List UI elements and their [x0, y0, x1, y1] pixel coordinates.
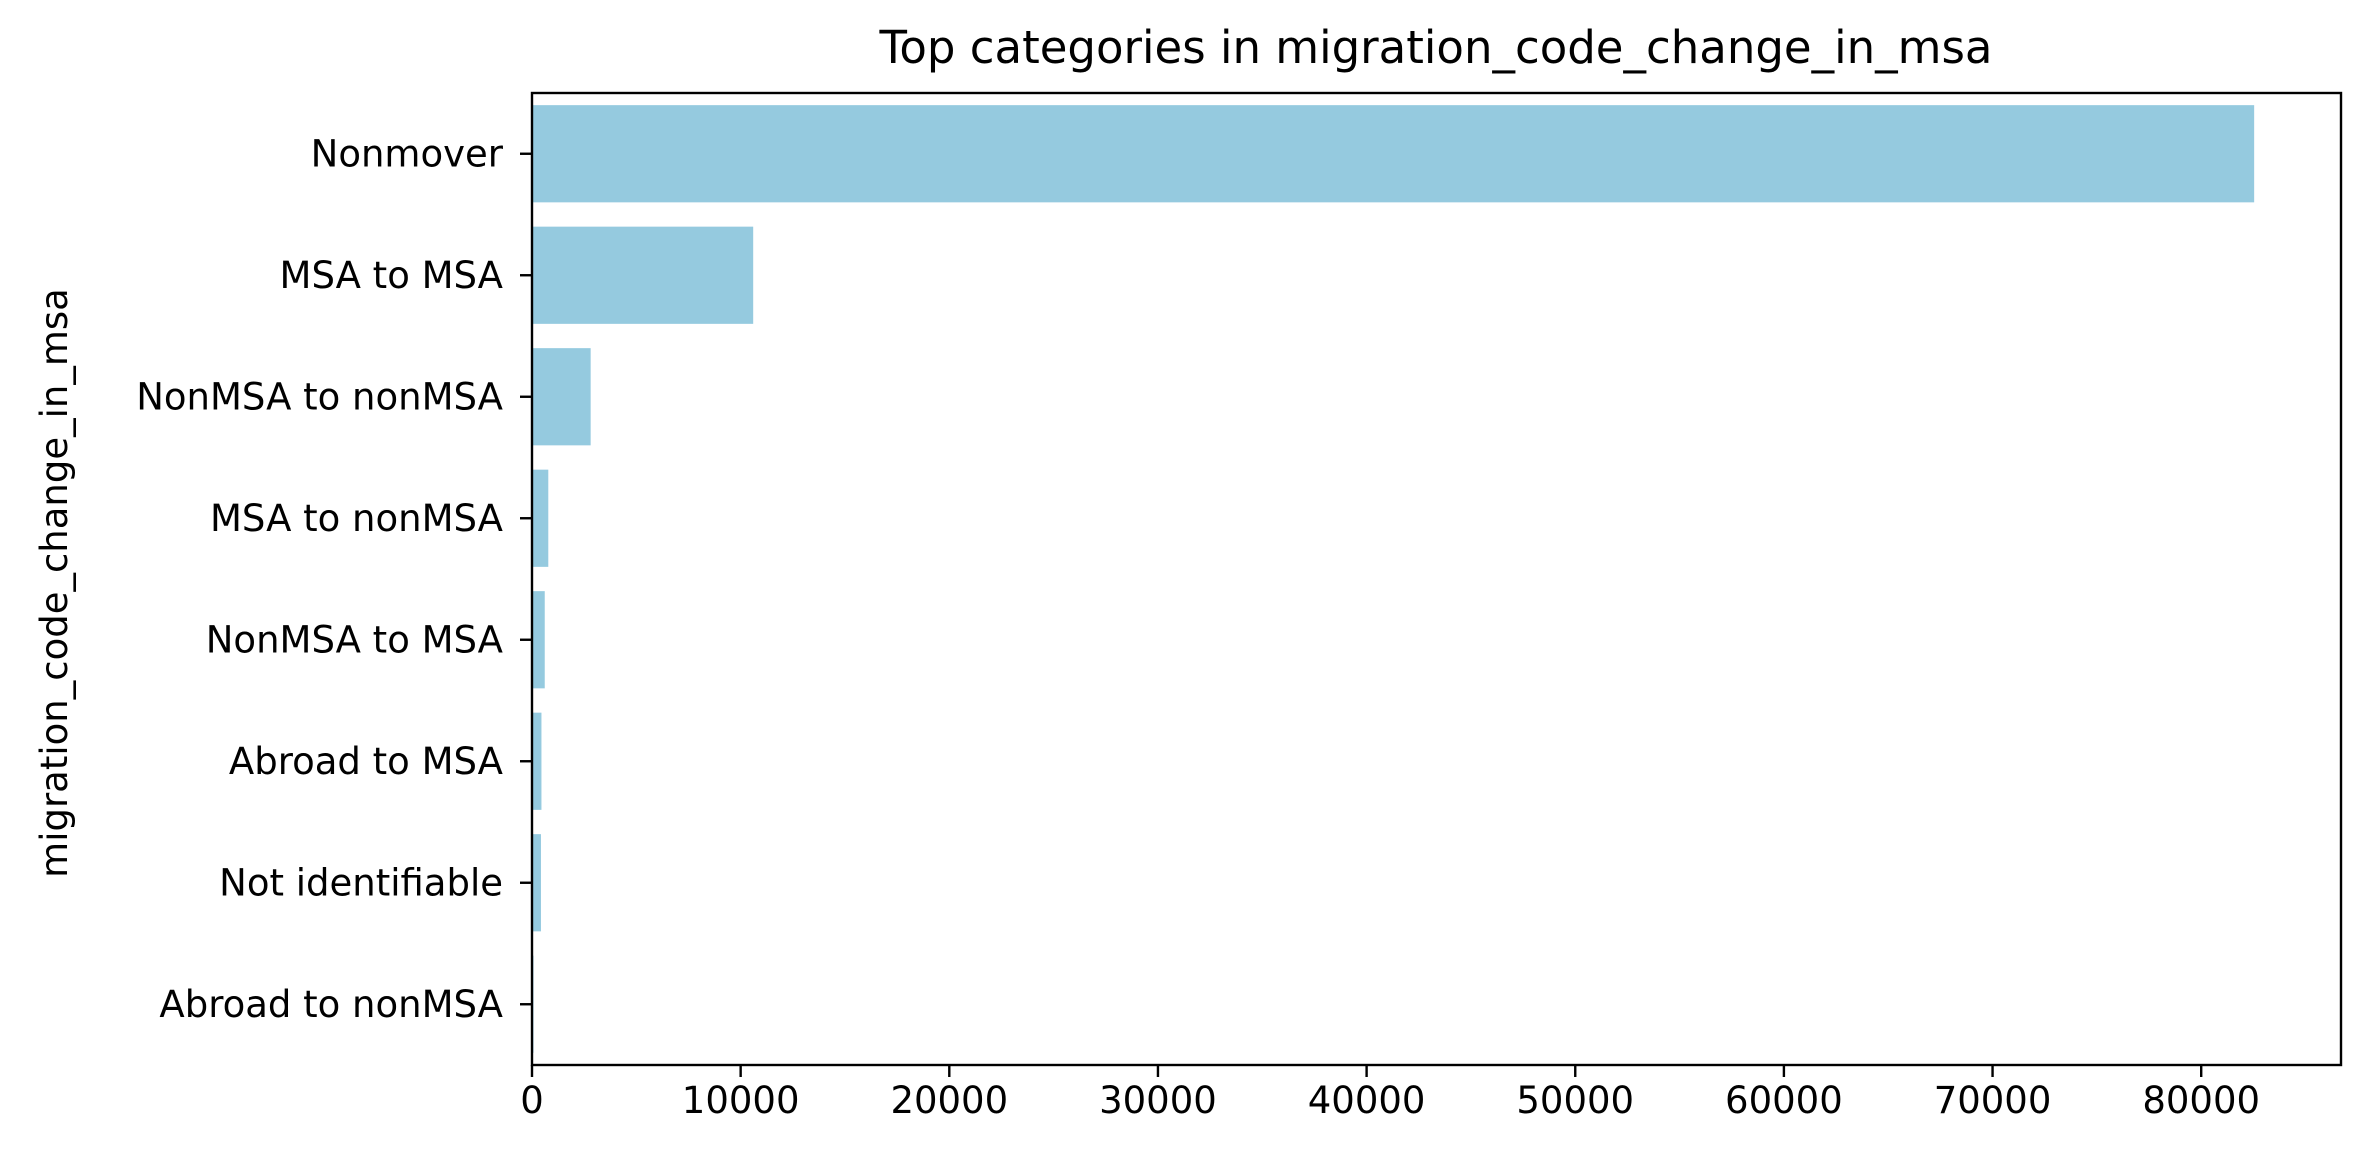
x-tick-label-5: 50000 — [1516, 1079, 1634, 1122]
y-tick-label-0: Nonmover — [311, 132, 504, 175]
x-tick-label-7: 70000 — [1934, 1079, 2052, 1122]
y-tick-label-7: Abroad to nonMSA — [159, 983, 503, 1026]
y-tick-label-6: Not identifiable — [219, 861, 503, 904]
y-axis-title: migration_code_change_in_msa — [33, 288, 76, 878]
y-tick-label-2: NonMSA to nonMSA — [136, 375, 503, 418]
x-tick-label-8: 80000 — [2142, 1079, 2260, 1122]
bar-2 — [532, 348, 591, 446]
bar-1 — [532, 226, 754, 324]
x-tick-label-1: 10000 — [682, 1079, 800, 1122]
chart-title: Top categories in migration_code_change_… — [879, 21, 1993, 74]
y-tick-label-1: MSA to MSA — [280, 254, 503, 297]
plot-area-frame — [530, 91, 2343, 1067]
x-tick-label-2: 20000 — [890, 1079, 1008, 1122]
bars-layer — [532, 105, 2255, 1053]
bar-0 — [532, 105, 2255, 203]
bar-6 — [532, 834, 541, 932]
x-axis-ticks: 0 10000 20000 30000 40000 50000 60000 70000 8000… — [520, 1065, 2260, 1122]
y-tick-label-5: Abroad to MSA — [229, 740, 503, 783]
x-tick-label-0: 0 — [520, 1079, 544, 1122]
x-tick-label-4: 40000 — [1308, 1079, 1426, 1122]
x-tick-label-6: 60000 — [1725, 1079, 1843, 1122]
y-tick-label-4: NonMSA to MSA — [206, 618, 503, 661]
bar-5 — [532, 712, 542, 810]
bar-3 — [532, 469, 549, 567]
bar-4 — [532, 591, 545, 689]
y-axis-ticks: Nonmover MSA to MSA NonMSA to nonMSA MSA to… — [136, 132, 532, 1026]
x-tick-label-3: 30000 — [1099, 1079, 1217, 1122]
y-tick-label-3: MSA to nonMSA — [210, 497, 503, 540]
